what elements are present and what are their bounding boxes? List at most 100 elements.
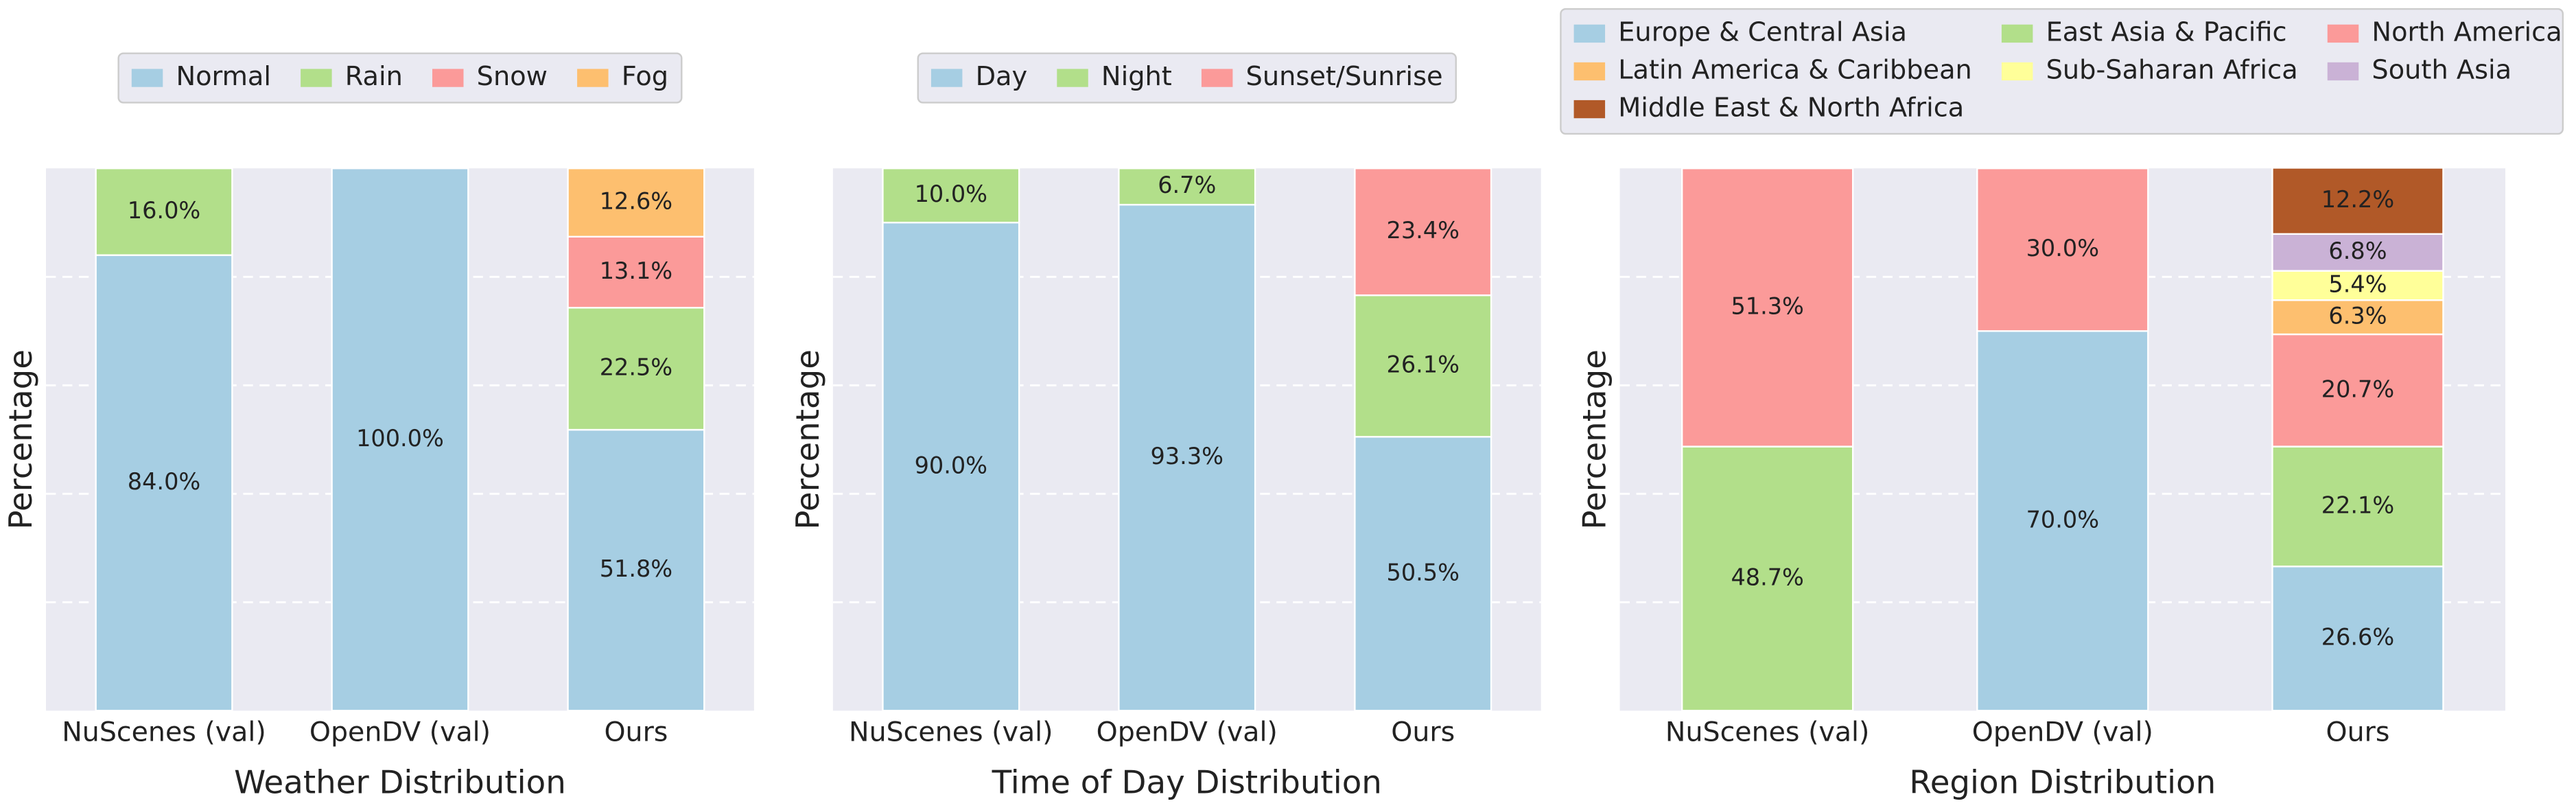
bar-segment <box>2271 333 2444 448</box>
bar-segment <box>2271 233 2444 272</box>
legend-label: North America <box>2372 16 2562 47</box>
legend-swatch <box>1573 62 1606 81</box>
legend-label: Sunset/Sunrise <box>1246 61 1443 92</box>
legend-swatch <box>301 69 332 87</box>
x-tick-label: OpenDV (val) <box>1097 716 1278 748</box>
bar-segment <box>1118 167 1256 206</box>
data-label: 6.8% <box>2328 238 2387 264</box>
legend-swatch <box>930 69 963 87</box>
data-label: 90.0% <box>915 452 987 478</box>
y-axis-label: Percentage <box>790 349 827 530</box>
legend-label: Rain <box>345 61 403 92</box>
chart-panel: NuScenes (val) 84.0% 16.0% OpenDV (val) 100.… <box>3 52 754 802</box>
x-tick-label: NuScenes (val) <box>1665 716 1870 748</box>
data-label: 5.4% <box>2328 270 2387 297</box>
bar-segment <box>1118 203 1256 712</box>
bar-segment <box>2271 565 2444 712</box>
data-label: 6.7% <box>1158 172 1216 198</box>
data-label: 26.6% <box>2321 624 2394 651</box>
data-label: 12.6% <box>600 188 672 215</box>
y-axis-label: Percentage <box>3 349 40 530</box>
data-label: 26.1% <box>1387 351 1460 378</box>
bar-segment <box>2271 299 2444 336</box>
legend-swatch <box>432 69 464 87</box>
legend: Normal Rain Snow Fog <box>117 52 683 104</box>
data-label: 84.0% <box>128 468 200 495</box>
bar-segment <box>331 167 469 712</box>
chart-panel: NuScenes (val) 90.0% 10.0% OpenDV (val) 93.3… <box>790 52 1541 802</box>
data-label: 10.0% <box>915 181 987 207</box>
data-label: 70.0% <box>2026 506 2099 533</box>
legend-box <box>117 52 683 104</box>
legend-box <box>917 52 1457 104</box>
legend-label: Night <box>1101 61 1172 92</box>
legend: Day Night Sunset/Sunrise <box>917 52 1457 104</box>
x-tick-label: Ours <box>1391 716 1455 748</box>
legend-box <box>1560 8 2564 135</box>
data-label: 6.3% <box>2328 303 2387 329</box>
bar-segment <box>2271 445 2444 568</box>
data-label: 16.0% <box>128 197 200 224</box>
legend-label: Normal <box>176 61 271 92</box>
bar-segment <box>2271 167 2444 235</box>
legend-label: Snow <box>477 61 548 92</box>
bar-segment <box>1354 167 1492 297</box>
legend-label: South Asia <box>2372 54 2511 85</box>
bar-segment <box>567 235 705 309</box>
data-label: 48.7% <box>1731 564 1803 590</box>
legend-label: Middle East & North Africa <box>1618 93 1964 124</box>
legend-swatch <box>1573 24 1606 43</box>
data-label: 51.3% <box>1731 292 1803 319</box>
bar-segment <box>1681 445 1854 712</box>
data-label: 23.4% <box>1387 217 1460 244</box>
bar-segment <box>1354 436 1492 712</box>
data-label: 22.5% <box>600 354 672 381</box>
legend-label: Europe & Central Asia <box>1618 16 1907 47</box>
legend-label: Latin America & Caribbean <box>1618 54 1972 85</box>
x-axis-label: Weather Distribution <box>234 765 566 802</box>
bar-segment <box>1681 167 1854 448</box>
bar-segment <box>1976 167 2149 332</box>
legend-swatch <box>131 69 163 87</box>
x-tick-label: Ours <box>2326 716 2390 748</box>
y-axis-label: Percentage <box>1577 349 1614 530</box>
x-tick-label: OpenDV (val) <box>1972 716 2153 748</box>
data-label: 100.0% <box>356 425 444 452</box>
data-label: 30.0% <box>2026 235 2099 262</box>
data-label: 12.2% <box>2321 186 2394 213</box>
legend-label: Fog <box>622 61 668 92</box>
data-label: 50.5% <box>1387 559 1460 586</box>
bar-segment <box>1976 330 2149 712</box>
legend-label: East Asia & Pacific <box>2046 16 2287 47</box>
bar-segment <box>567 428 705 712</box>
x-tick-label: NuScenes (val) <box>849 716 1053 748</box>
data-label: 13.1% <box>600 257 672 284</box>
bar-segment <box>882 222 1020 712</box>
x-tick-label: OpenDV (val) <box>309 716 491 748</box>
x-tick-label: Ours <box>604 716 668 748</box>
data-label: 22.1% <box>2321 491 2394 518</box>
data-label: 20.7% <box>2321 375 2394 402</box>
x-axis-label: Region Distribution <box>1909 765 2216 802</box>
legend: Europe & Central Asia East Asia & Pacific… <box>1560 8 2564 135</box>
chart-panel: NuScenes (val) 48.7% 51.3% OpenDV (val) 70.0… <box>1560 8 2564 802</box>
legend-label: Sub-Saharan Africa <box>2046 54 2298 85</box>
bar-segment <box>882 167 1020 224</box>
bar-segment <box>95 254 233 712</box>
data-label: 93.3% <box>1151 443 1223 470</box>
legend-swatch <box>1573 100 1606 119</box>
legend-swatch <box>1057 69 1088 87</box>
legend-swatch <box>577 69 609 87</box>
legend-swatch <box>1201 69 1233 87</box>
legend-swatch <box>2327 24 2359 43</box>
bar-segment <box>567 307 705 431</box>
x-tick-label: NuScenes (val) <box>62 716 266 748</box>
data-label: 51.8% <box>600 555 672 582</box>
legend-swatch <box>2327 62 2359 81</box>
legend-swatch <box>2001 62 2033 81</box>
bar-segment <box>567 167 705 238</box>
legend-swatch <box>2001 24 2033 43</box>
bar-segment <box>95 167 233 256</box>
x-axis-label: Time of Day Distribution <box>992 765 1382 802</box>
